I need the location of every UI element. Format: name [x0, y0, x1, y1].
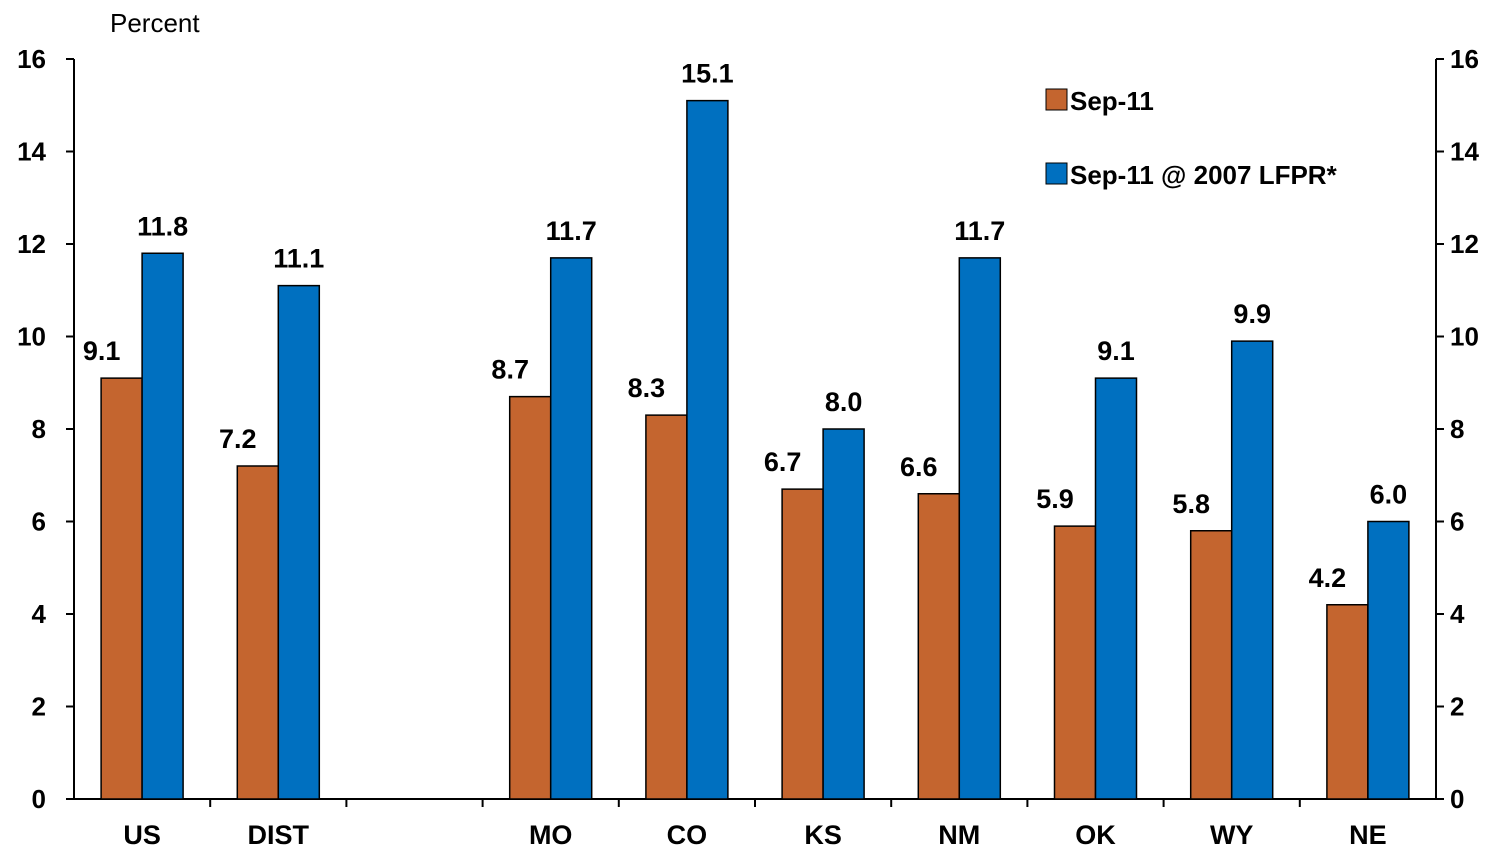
bar-sep-11	[100, 377, 143, 800]
y-tick-label-left: 0	[32, 784, 46, 814]
y-tick-label-left: 10	[17, 322, 46, 352]
x-category-label: NM	[938, 820, 980, 850]
data-label-sep-11-at-2007-lfpr: 11.1	[273, 244, 324, 274]
bar-sep-11-at-2007-lfpr	[1094, 377, 1138, 800]
y-tick-label-right: 0	[1450, 784, 1464, 814]
x-category-label: OK	[1075, 820, 1116, 850]
bar-sep-11-at-2007-lfpr	[141, 252, 184, 800]
x-category-label: NE	[1349, 820, 1387, 850]
y-tick-label-right: 2	[1450, 692, 1464, 722]
y-tick-label-right: 4	[1450, 599, 1465, 629]
y-tick-label-right: 10	[1450, 322, 1479, 352]
data-labels: 9.1 11.8 7.2 11.1 8.7 11.7 8.3 15.1 6.7 8.0 6.6 11.…	[83, 59, 1407, 593]
data-label-sep-11-at-2007-lfpr: 9.1	[1097, 336, 1135, 366]
y-tick-label-right: 12	[1450, 229, 1479, 259]
data-label-sep-11: 5.8	[1172, 489, 1210, 519]
x-category-label: US	[123, 820, 161, 850]
bar-sep-11-at-2007-lfpr	[1367, 520, 1410, 800]
bar-sep-11-at-2007-lfpr	[822, 428, 865, 800]
data-label-sep-11: 9.1	[83, 336, 121, 366]
y-tick-label-left: 4	[32, 599, 47, 629]
bar-sep-11	[645, 414, 688, 800]
legend-label: Sep-11	[1070, 86, 1154, 116]
data-label-sep-11: 8.3	[628, 373, 666, 403]
bar-sep-11	[1189, 530, 1233, 800]
y-tick-label-right: 8	[1450, 414, 1464, 444]
bar-sep-11	[236, 465, 280, 800]
bar-sep-11	[508, 395, 552, 800]
data-label-sep-11: 4.2	[1309, 563, 1347, 593]
data-label-sep-11-at-2007-lfpr: 6.0	[1370, 480, 1408, 510]
y-tick-label-left: 14	[17, 137, 46, 167]
y-axis-unit-label: Percent	[110, 8, 200, 38]
legend-swatch	[1045, 88, 1068, 111]
bar-sep-11-at-2007-lfpr	[549, 257, 593, 800]
data-label-sep-11: 5.9	[1036, 484, 1074, 514]
y-tick-label-right: 6	[1450, 507, 1464, 537]
legend-swatch	[1045, 162, 1068, 185]
x-category-label: MO	[529, 820, 573, 850]
x-category-label: WY	[1210, 820, 1254, 850]
data-label-sep-11-at-2007-lfpr: 15.1	[681, 59, 734, 89]
bar-sep-11	[1053, 525, 1097, 800]
bar-sep-11	[781, 488, 824, 800]
data-label-sep-11: 7.2	[219, 424, 257, 454]
data-label-sep-11-at-2007-lfpr: 9.9	[1233, 299, 1271, 329]
data-label-sep-11-at-2007-lfpr: 8.0	[825, 387, 863, 417]
legend: Sep-11 Sep-11 @ 2007 LFPR*	[1045, 86, 1338, 190]
bar-sep-11-at-2007-lfpr	[686, 99, 729, 800]
bar-sep-11-at-2007-lfpr	[277, 284, 321, 800]
x-category-label: DIST	[248, 820, 310, 850]
y-tick-label-right: 14	[1450, 137, 1479, 167]
bar-sep-11	[1326, 604, 1369, 800]
y-tick-label-left: 6	[32, 507, 46, 537]
y-tick-label-left: 12	[17, 229, 46, 259]
data-label-sep-11-at-2007-lfpr: 11.7	[954, 216, 1005, 246]
legend-label: Sep-11 @ 2007 LFPR*	[1070, 160, 1338, 190]
y-tick-label-left: 8	[32, 414, 46, 444]
bars	[100, 99, 1410, 800]
data-label-sep-11: 6.6	[900, 452, 938, 482]
y-tick-label-left: 2	[32, 692, 46, 722]
bar-sep-11-at-2007-lfpr	[1230, 340, 1274, 800]
data-label-sep-11-at-2007-lfpr: 11.7	[546, 216, 597, 246]
y-tick-label-left: 16	[17, 44, 46, 74]
x-category-label: CO	[667, 820, 708, 850]
x-category-label: KS	[804, 820, 842, 850]
y-tick-label-right: 16	[1450, 44, 1479, 74]
data-label-sep-11: 8.7	[491, 355, 529, 385]
bar-sep-11	[917, 493, 961, 800]
bar-sep-11-at-2007-lfpr	[958, 257, 1002, 800]
data-label-sep-11: 6.7	[764, 447, 802, 477]
data-label-sep-11-at-2007-lfpr: 11.8	[137, 211, 188, 241]
